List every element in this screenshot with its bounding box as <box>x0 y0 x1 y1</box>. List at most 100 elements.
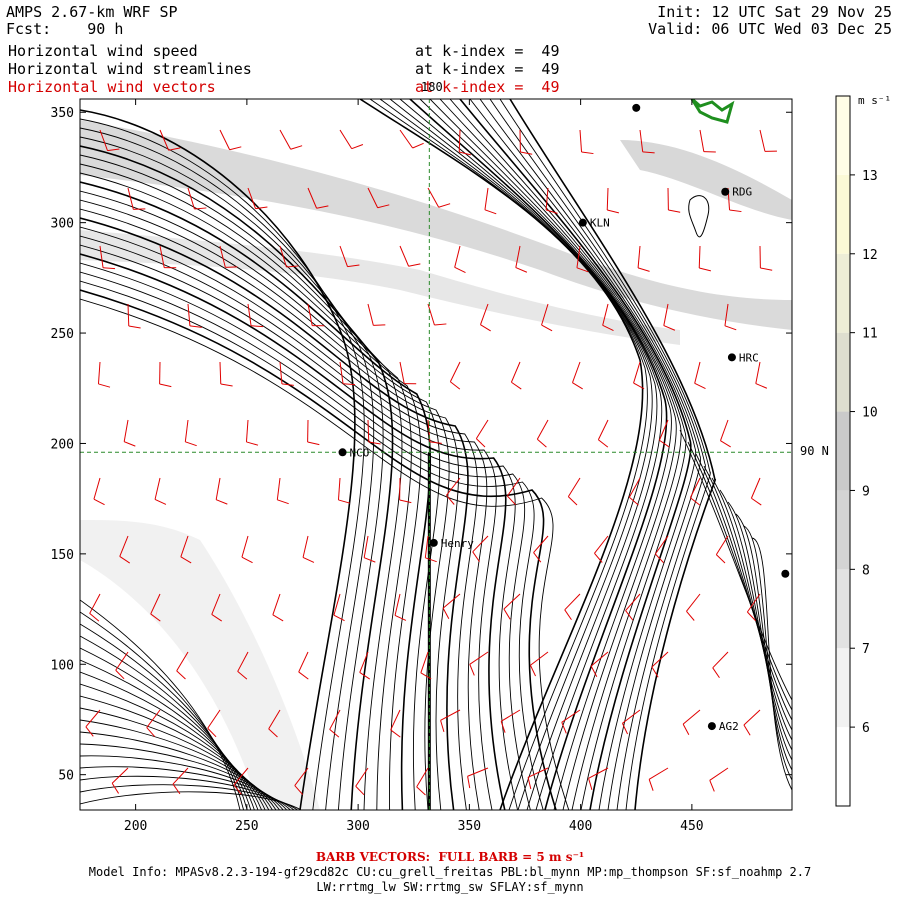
station-label: Henry <box>441 537 474 550</box>
streamline <box>703 465 792 731</box>
wind-barb-feather <box>115 669 125 680</box>
wind-barb <box>302 535 309 558</box>
wind-barb <box>472 535 489 553</box>
wind-barb <box>698 245 701 269</box>
wind-barb-feather <box>377 204 390 209</box>
wind-barb <box>484 187 489 210</box>
streamline <box>679 429 792 701</box>
wind-barb-feather <box>440 720 445 732</box>
wind-barb <box>467 767 489 777</box>
wind-barb <box>633 361 641 384</box>
colorbar-label: 7 <box>862 642 870 657</box>
wind-barb <box>637 245 641 268</box>
wind-barb-feather <box>233 784 242 795</box>
streamline <box>80 154 403 810</box>
x-tick-label: 400 <box>569 819 592 834</box>
streamline <box>751 537 792 791</box>
wind-barb-feather <box>633 382 645 390</box>
wind-barb <box>245 419 249 442</box>
wind-barb <box>510 361 521 383</box>
wind-barb-feather <box>529 665 537 677</box>
wind-speed-shading <box>80 120 792 810</box>
wind-barb <box>759 129 766 152</box>
wind-barb <box>399 129 414 149</box>
wind-barb <box>686 593 701 612</box>
wind-barbs <box>85 129 777 796</box>
y-tick-label: 200 <box>51 437 74 452</box>
wind-barb <box>89 593 101 614</box>
wind-barb <box>180 535 189 557</box>
wind-barb-feather <box>277 499 289 505</box>
physics-info: LW:rrtmg_lw SW:rrtmg_sw SFLAY:sf_mynn <box>316 880 584 894</box>
wind-barb <box>597 419 609 440</box>
colorbar-label: 9 <box>862 484 870 499</box>
streamline <box>439 99 682 810</box>
wind-barb <box>268 709 281 730</box>
wind-barb <box>211 593 221 615</box>
wind-barb-feather <box>537 438 547 448</box>
streamline <box>359 99 644 810</box>
wind-barb-feather <box>98 383 111 388</box>
wind-barb <box>699 129 705 152</box>
wind-barb <box>564 593 581 611</box>
wind-barb <box>628 477 641 498</box>
streamline <box>727 501 792 761</box>
colorbar: 6 7 8 9 10 11 12 13 <box>835 95 878 807</box>
island-outline <box>688 195 710 238</box>
x-tick-label: 300 <box>346 819 369 834</box>
wind-barb-feather <box>541 324 553 332</box>
streamline <box>80 791 302 810</box>
station-markers: NCO Henry KLN RDG HRC AG2 <box>338 103 790 733</box>
streamline <box>80 163 412 810</box>
valid-time: Valid: 06 UTC Wed 03 Dec 25 <box>648 20 892 38</box>
streamline <box>80 172 422 810</box>
wind-barb <box>247 303 252 326</box>
streamline <box>80 647 255 810</box>
colorbar-frame <box>835 95 851 807</box>
wind-barb <box>424 535 429 558</box>
wind-barb-feather <box>694 382 706 390</box>
station-marker <box>727 353 736 362</box>
wind-barb <box>233 767 249 786</box>
station-marker <box>338 448 347 457</box>
wind-barb-feather <box>281 383 294 386</box>
streamline <box>80 262 519 810</box>
colorbar-label: 11 <box>862 327 878 342</box>
y-tick-label: 150 <box>51 548 74 563</box>
wind-barb <box>115 651 129 671</box>
wind-barb-feather <box>237 671 248 680</box>
wind-barb <box>648 767 669 780</box>
wind-barb-feather <box>511 381 522 390</box>
wind-barb-feather <box>390 729 401 738</box>
wind-barb <box>594 535 609 554</box>
station-label: AG2 <box>719 720 739 733</box>
wind-barb <box>446 477 461 496</box>
wind-barb-feather <box>298 671 309 680</box>
wind-barb-feather <box>475 438 486 448</box>
y-tick-label: 300 <box>51 217 74 232</box>
wind-barb-feather <box>454 266 466 274</box>
colorbar-segment <box>836 96 850 175</box>
streamline <box>743 525 792 781</box>
wind-barb <box>276 477 281 500</box>
wind-barb <box>561 709 581 723</box>
wind-barb-feather <box>625 610 634 621</box>
wind-barb-feather <box>368 441 381 445</box>
wind-barb-feather <box>286 265 299 268</box>
wind-barb <box>572 361 581 383</box>
station-marker <box>781 569 790 578</box>
wind-barb <box>576 245 581 268</box>
wind-barb <box>172 767 189 785</box>
wind-barb-feather <box>607 209 620 214</box>
wind-barb-feather <box>720 440 731 448</box>
wind-barb <box>533 535 549 553</box>
wind-barb-feather <box>594 553 603 563</box>
streamline <box>419 99 672 810</box>
wind-barb-feather <box>420 672 432 680</box>
field-level-streamlines: at k-index = 49 <box>415 60 560 78</box>
wind-barb <box>329 709 341 730</box>
wind-barb <box>159 129 170 151</box>
wind-barb-feather <box>503 608 511 620</box>
colorbar-label: 6 <box>862 721 870 736</box>
wind-barb <box>219 129 231 150</box>
